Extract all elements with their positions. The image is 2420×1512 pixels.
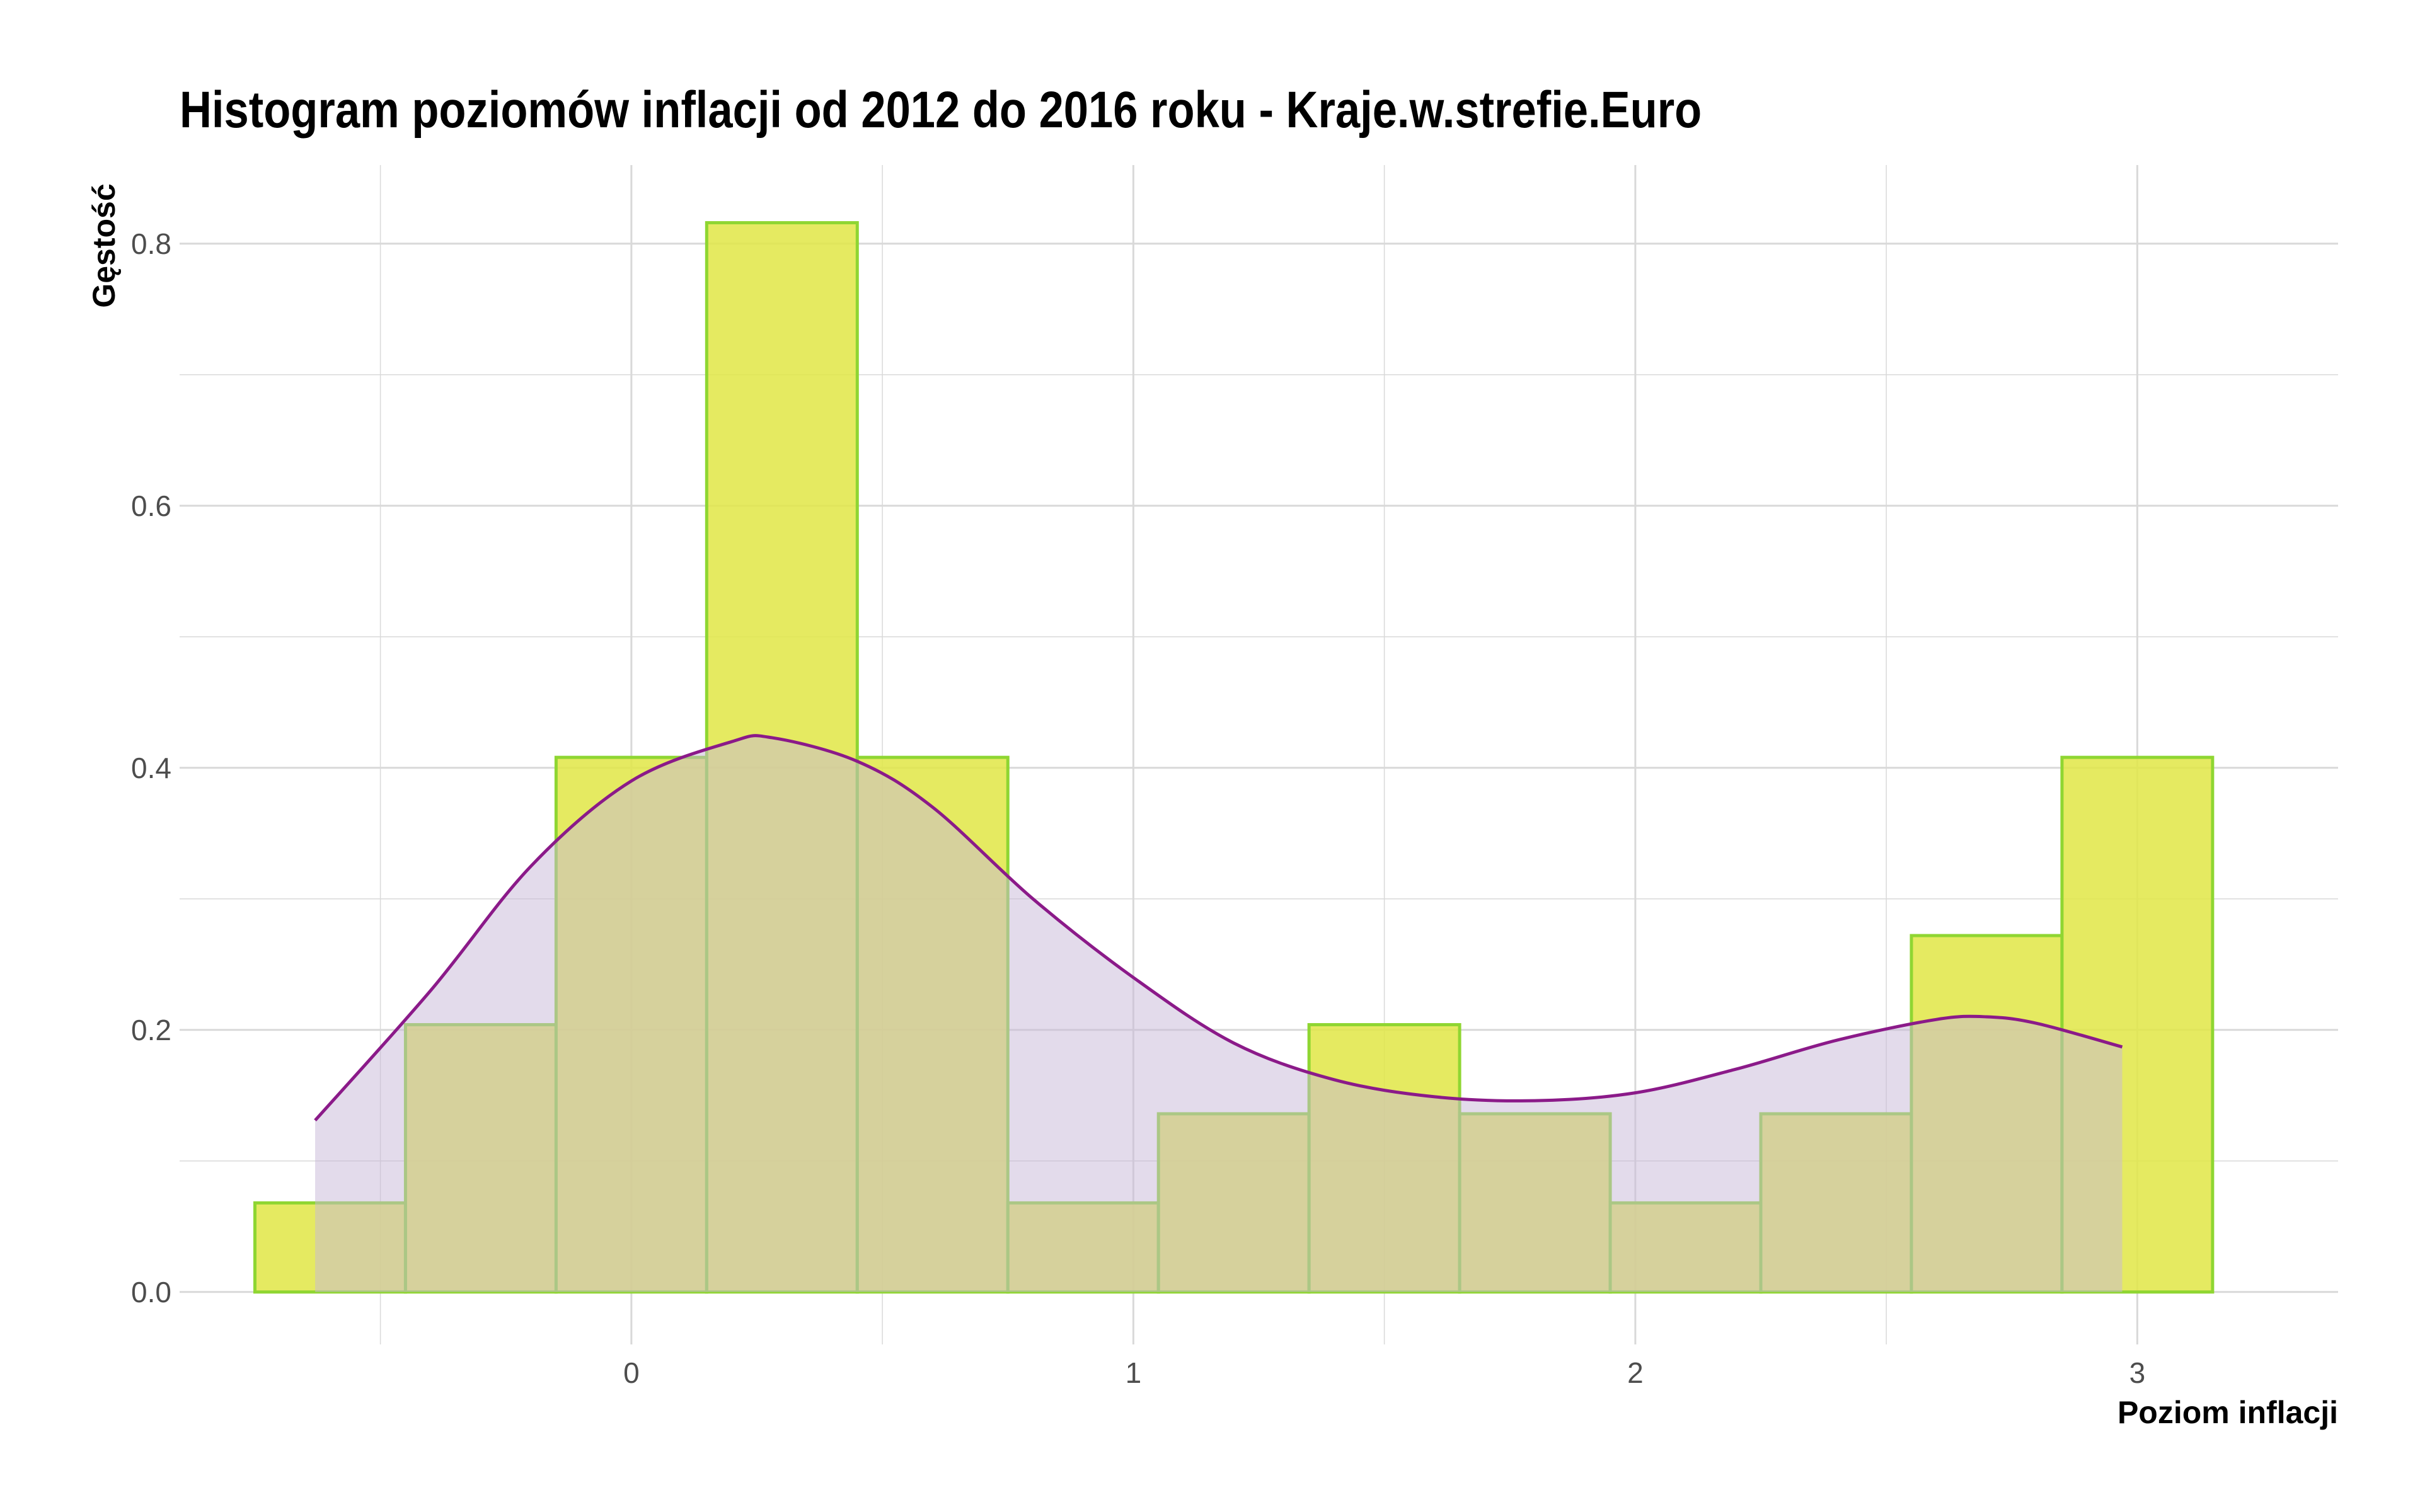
y-tick-label: 0.0: [131, 1276, 171, 1309]
chart-title: Histogram poziomów inflacji od 2012 do 2…: [180, 81, 1702, 139]
y-tick-label: 0.8: [131, 227, 171, 260]
density-curve: [314, 734, 2123, 1292]
density-line: [314, 734, 2123, 1121]
x-tick-label: 1: [1126, 1356, 1142, 1389]
y-tick-labels: 0.0 0.2 0.4 0.6 0.8: [131, 227, 171, 1309]
x-tick-label: 2: [1627, 1356, 1644, 1389]
x-tick-label: 3: [2129, 1356, 2146, 1389]
x-tick-labels: 0 1 2 3: [623, 1356, 2145, 1389]
y-tick-label: 0.4: [131, 752, 171, 784]
x-tick-label: 0: [623, 1356, 640, 1389]
density-area: [315, 735, 2123, 1292]
y-tick-label: 0.6: [131, 490, 171, 522]
y-tick-label: 0.2: [131, 1014, 171, 1046]
y-axis-title: Gęstość: [86, 183, 122, 307]
x-axis-title: Poziom inflacji: [2118, 1395, 2338, 1430]
